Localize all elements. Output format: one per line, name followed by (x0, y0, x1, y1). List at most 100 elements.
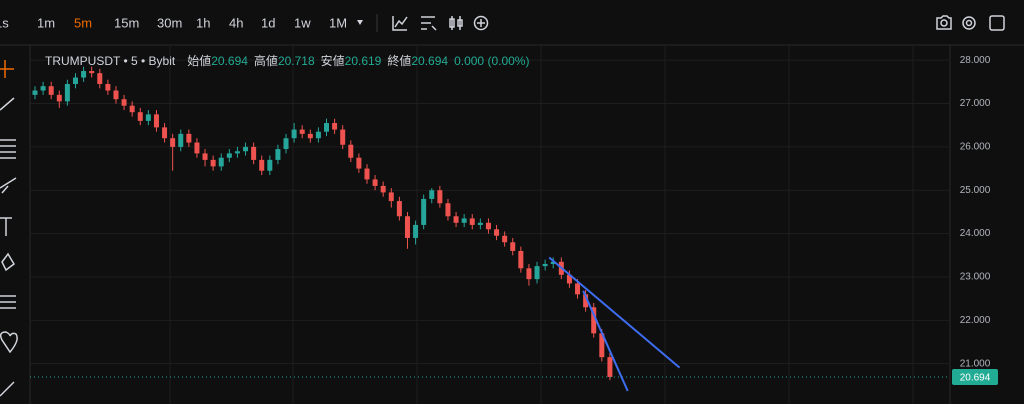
measure-tool[interactable] (0, 296, 16, 308)
last-price-label: 20.694 (960, 373, 991, 384)
trend-line (549, 257, 679, 367)
ruler-tool[interactable] (0, 382, 14, 396)
candle-body (356, 158, 361, 169)
interval-button[interactable]: 1d (261, 15, 275, 30)
interval-button[interactable]: 1M (329, 15, 347, 30)
pattern-tool[interactable] (0, 178, 16, 193)
fib-tool[interactable] (0, 140, 16, 158)
candle-body (41, 86, 46, 90)
candle-body (429, 190, 434, 199)
legend-text: 終値 (387, 53, 411, 68)
candle-body (397, 201, 402, 216)
candle-body (243, 147, 248, 151)
candle-body (65, 84, 70, 101)
candle-body (259, 160, 264, 171)
candle-body (146, 114, 151, 121)
y-tick-label: 28.000 (960, 55, 991, 66)
y-tick-label: 21.000 (960, 358, 991, 369)
candle-body (89, 71, 94, 73)
interval-button[interactable]: 1h (196, 15, 210, 30)
candle-body (186, 134, 191, 143)
candle-body (203, 153, 208, 160)
candle-body (308, 134, 313, 138)
interval-button[interactable]: 4h (229, 15, 243, 30)
candle-body (178, 134, 183, 147)
candle-body (454, 216, 459, 223)
candle-body (292, 130, 297, 139)
legend-text: 20.694 (211, 54, 248, 68)
candle-body (526, 268, 531, 279)
legend-text: 安値 (321, 53, 345, 68)
candle-body (470, 218, 475, 225)
interval-button[interactable]: 1s (0, 15, 9, 30)
candle-body (49, 86, 54, 95)
plot (30, 60, 950, 391)
candle-body (543, 264, 548, 266)
candle-body (535, 266, 540, 279)
time-grid (170, 45, 913, 404)
candle-body (227, 153, 232, 157)
legend-text: 始値 (187, 53, 211, 68)
candle-body (105, 84, 110, 91)
candle-body (138, 112, 143, 121)
candle-body (154, 114, 159, 127)
candle-body (364, 169, 369, 180)
candle-body (73, 78, 78, 85)
interval-button[interactable]: 30m (157, 15, 182, 30)
candle-body (194, 143, 199, 154)
legend-text: 20.619 (345, 54, 382, 68)
line-tool[interactable] (0, 98, 14, 110)
candle-body (437, 190, 442, 203)
candle-body (251, 147, 256, 160)
legend-text: 0.000 (0.00%) (454, 54, 529, 68)
candle-body (510, 242, 515, 251)
candle-body (413, 225, 418, 238)
candle-body (113, 91, 118, 100)
y-tick-label: 23.000 (960, 272, 991, 283)
candle-body (81, 71, 86, 78)
candle-body (405, 216, 410, 238)
candle-body (478, 223, 483, 225)
text-tool[interactable] (0, 218, 12, 236)
interval-button[interactable]: 1m (37, 15, 55, 30)
candle-body (275, 149, 280, 160)
legend-text: 20.694 (411, 54, 448, 68)
candle-body (575, 283, 580, 294)
candle-body (57, 95, 62, 102)
candle-body (445, 203, 450, 216)
candle-body (502, 236, 507, 243)
candle-body (284, 138, 289, 149)
candle-body (324, 123, 329, 132)
candle-body (316, 132, 321, 139)
candle-body (267, 160, 272, 171)
candle-body (373, 179, 378, 186)
legend-text: 20.718 (278, 54, 315, 68)
candle-body (211, 160, 216, 167)
candle-body (494, 229, 499, 236)
interval-button[interactable]: 15m (114, 15, 139, 30)
interval-button[interactable]: 5m (74, 15, 92, 30)
candle-body (300, 130, 305, 134)
candle-body (162, 127, 167, 138)
candle-body (340, 130, 345, 145)
candle-body (607, 357, 612, 377)
candle-body (389, 192, 394, 201)
interval-button[interactable]: 1w (294, 15, 311, 30)
y-tick-label: 25.000 (960, 185, 991, 196)
candle-body (130, 106, 135, 113)
y-tick-label: 26.000 (960, 142, 991, 153)
candle-body (122, 99, 127, 106)
favorite-tool[interactable] (1, 332, 17, 352)
candle-body (486, 223, 491, 230)
candle-body (235, 151, 240, 153)
crosshair-tool[interactable] (0, 60, 14, 78)
candle-body (97, 73, 102, 84)
candle-body (348, 145, 353, 158)
y-tick-label: 27.000 (960, 98, 991, 109)
shape-tool[interactable] (2, 254, 14, 270)
y-tick-label: 22.000 (960, 315, 991, 326)
candle-body (421, 199, 426, 225)
candle-body (518, 251, 523, 268)
